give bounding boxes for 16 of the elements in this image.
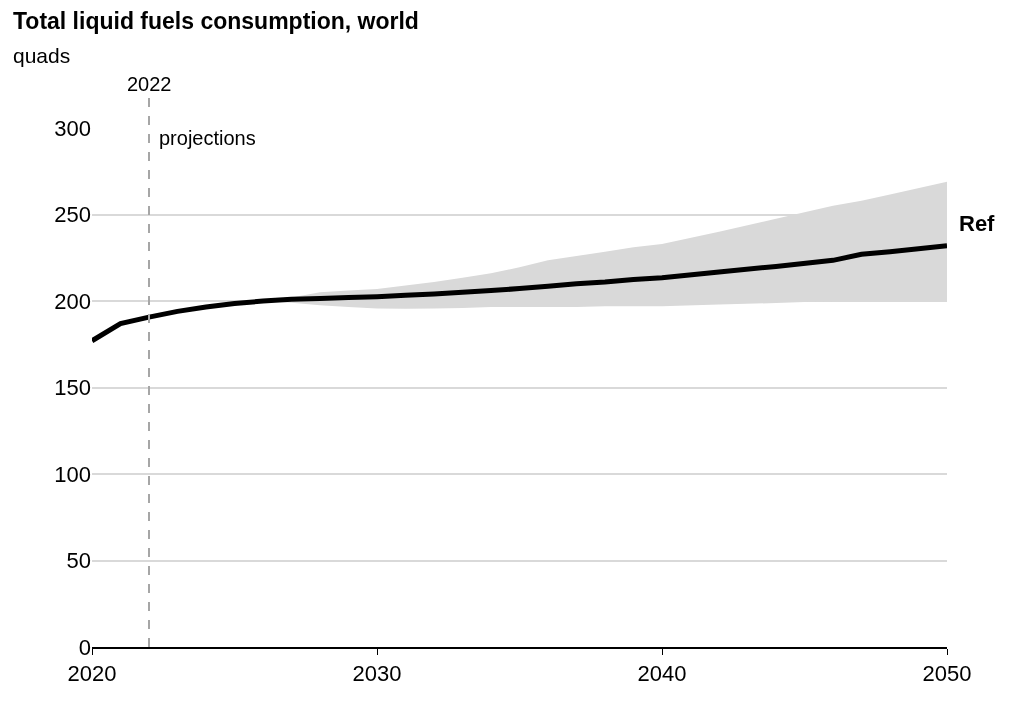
y-tick-label: 50	[66, 548, 91, 574]
x-tick-label: 2050	[922, 661, 972, 687]
annotation: projections	[159, 127, 256, 149]
chart-title: Total liquid fuels consumption, world	[13, 8, 419, 34]
x-tick-label: 2030	[352, 661, 402, 687]
y-tick-label: 300	[54, 115, 91, 141]
y-axis-title: quads	[13, 44, 71, 67]
y-tick-label: 0	[78, 634, 91, 660]
series-label: Ref	[959, 211, 996, 236]
y-tick-label: 250	[54, 202, 91, 228]
x-tick-label: 2020	[67, 661, 117, 687]
y-tick-label: 100	[54, 461, 91, 487]
y-tick-label: 200	[54, 288, 91, 314]
ref-line-label: 2022	[127, 73, 172, 95]
y-tick-label: 150	[54, 375, 91, 401]
x-tick-label: 2040	[637, 661, 687, 687]
